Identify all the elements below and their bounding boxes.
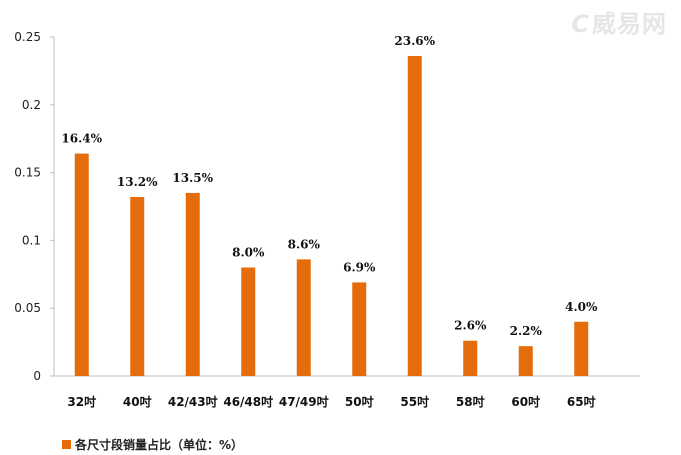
y-tick-label: 0.1 [22, 233, 41, 247]
bar [241, 267, 256, 376]
bar [296, 259, 311, 376]
bar [463, 340, 478, 376]
bar [130, 197, 145, 376]
y-tick-label: 0.25 [14, 30, 41, 44]
watermark-text: 威易网 [592, 10, 667, 38]
bar [518, 346, 533, 376]
data-label: 4.0% [565, 300, 598, 314]
data-label: 16.4% [61, 132, 102, 146]
x-tick-label: 55吋 [400, 394, 429, 409]
y-tick-label: 0.15 [14, 166, 41, 180]
data-label: 8.6% [288, 237, 321, 251]
legend: 各尺寸段销量占比（单位：%） [62, 436, 243, 453]
data-label: 6.9% [343, 260, 376, 274]
legend-label: 各尺寸段销量占比（单位：%） [75, 438, 244, 452]
data-label: 23.6% [394, 34, 435, 48]
x-tick-label: 58吋 [456, 394, 485, 409]
data-label: 13.5% [172, 171, 213, 185]
y-tick-label: 0 [33, 369, 41, 383]
x-tick-label: 32吋 [67, 394, 96, 409]
x-axis-labels: 32吋 40吋 42/43吋 46/48吋 47/49吋 50吋 55吋 58吋 60吋 65吋 [67, 394, 595, 409]
bars [74, 55, 589, 376]
bar [574, 321, 589, 376]
bar [74, 153, 89, 376]
x-tick-label: 46/48吋 [223, 394, 273, 409]
data-label: 8.0% [232, 246, 265, 260]
data-label: 13.2% [117, 175, 158, 189]
bar [352, 282, 367, 376]
x-tick-label: 47/49吋 [279, 394, 329, 409]
x-tick-label: 42/43吋 [168, 394, 218, 409]
x-tick-label: 65吋 [567, 394, 596, 409]
x-tick-label: 40吋 [123, 394, 152, 409]
data-labels: 16.4% 13.2% 13.5% 8.0% 8.6% 6.9% 23.6% 2.6% 2.2%… [61, 34, 598, 338]
data-label: 2.2% [510, 324, 543, 338]
data-label: 2.6% [454, 319, 487, 333]
watermark-logo: C威易网 [571, 4, 667, 39]
y-axis: 0 0.05 0.1 0.15 0.2 0.25 [14, 30, 640, 383]
x-tick-label: 60吋 [511, 394, 540, 409]
bar [185, 192, 200, 376]
legend-swatch [62, 440, 71, 449]
y-tick-label: 0.2 [22, 98, 41, 112]
x-tick-label: 50吋 [345, 394, 374, 409]
bar [407, 55, 422, 376]
y-tick-label: 0.05 [14, 301, 41, 315]
watermark-mark: C [571, 10, 590, 38]
